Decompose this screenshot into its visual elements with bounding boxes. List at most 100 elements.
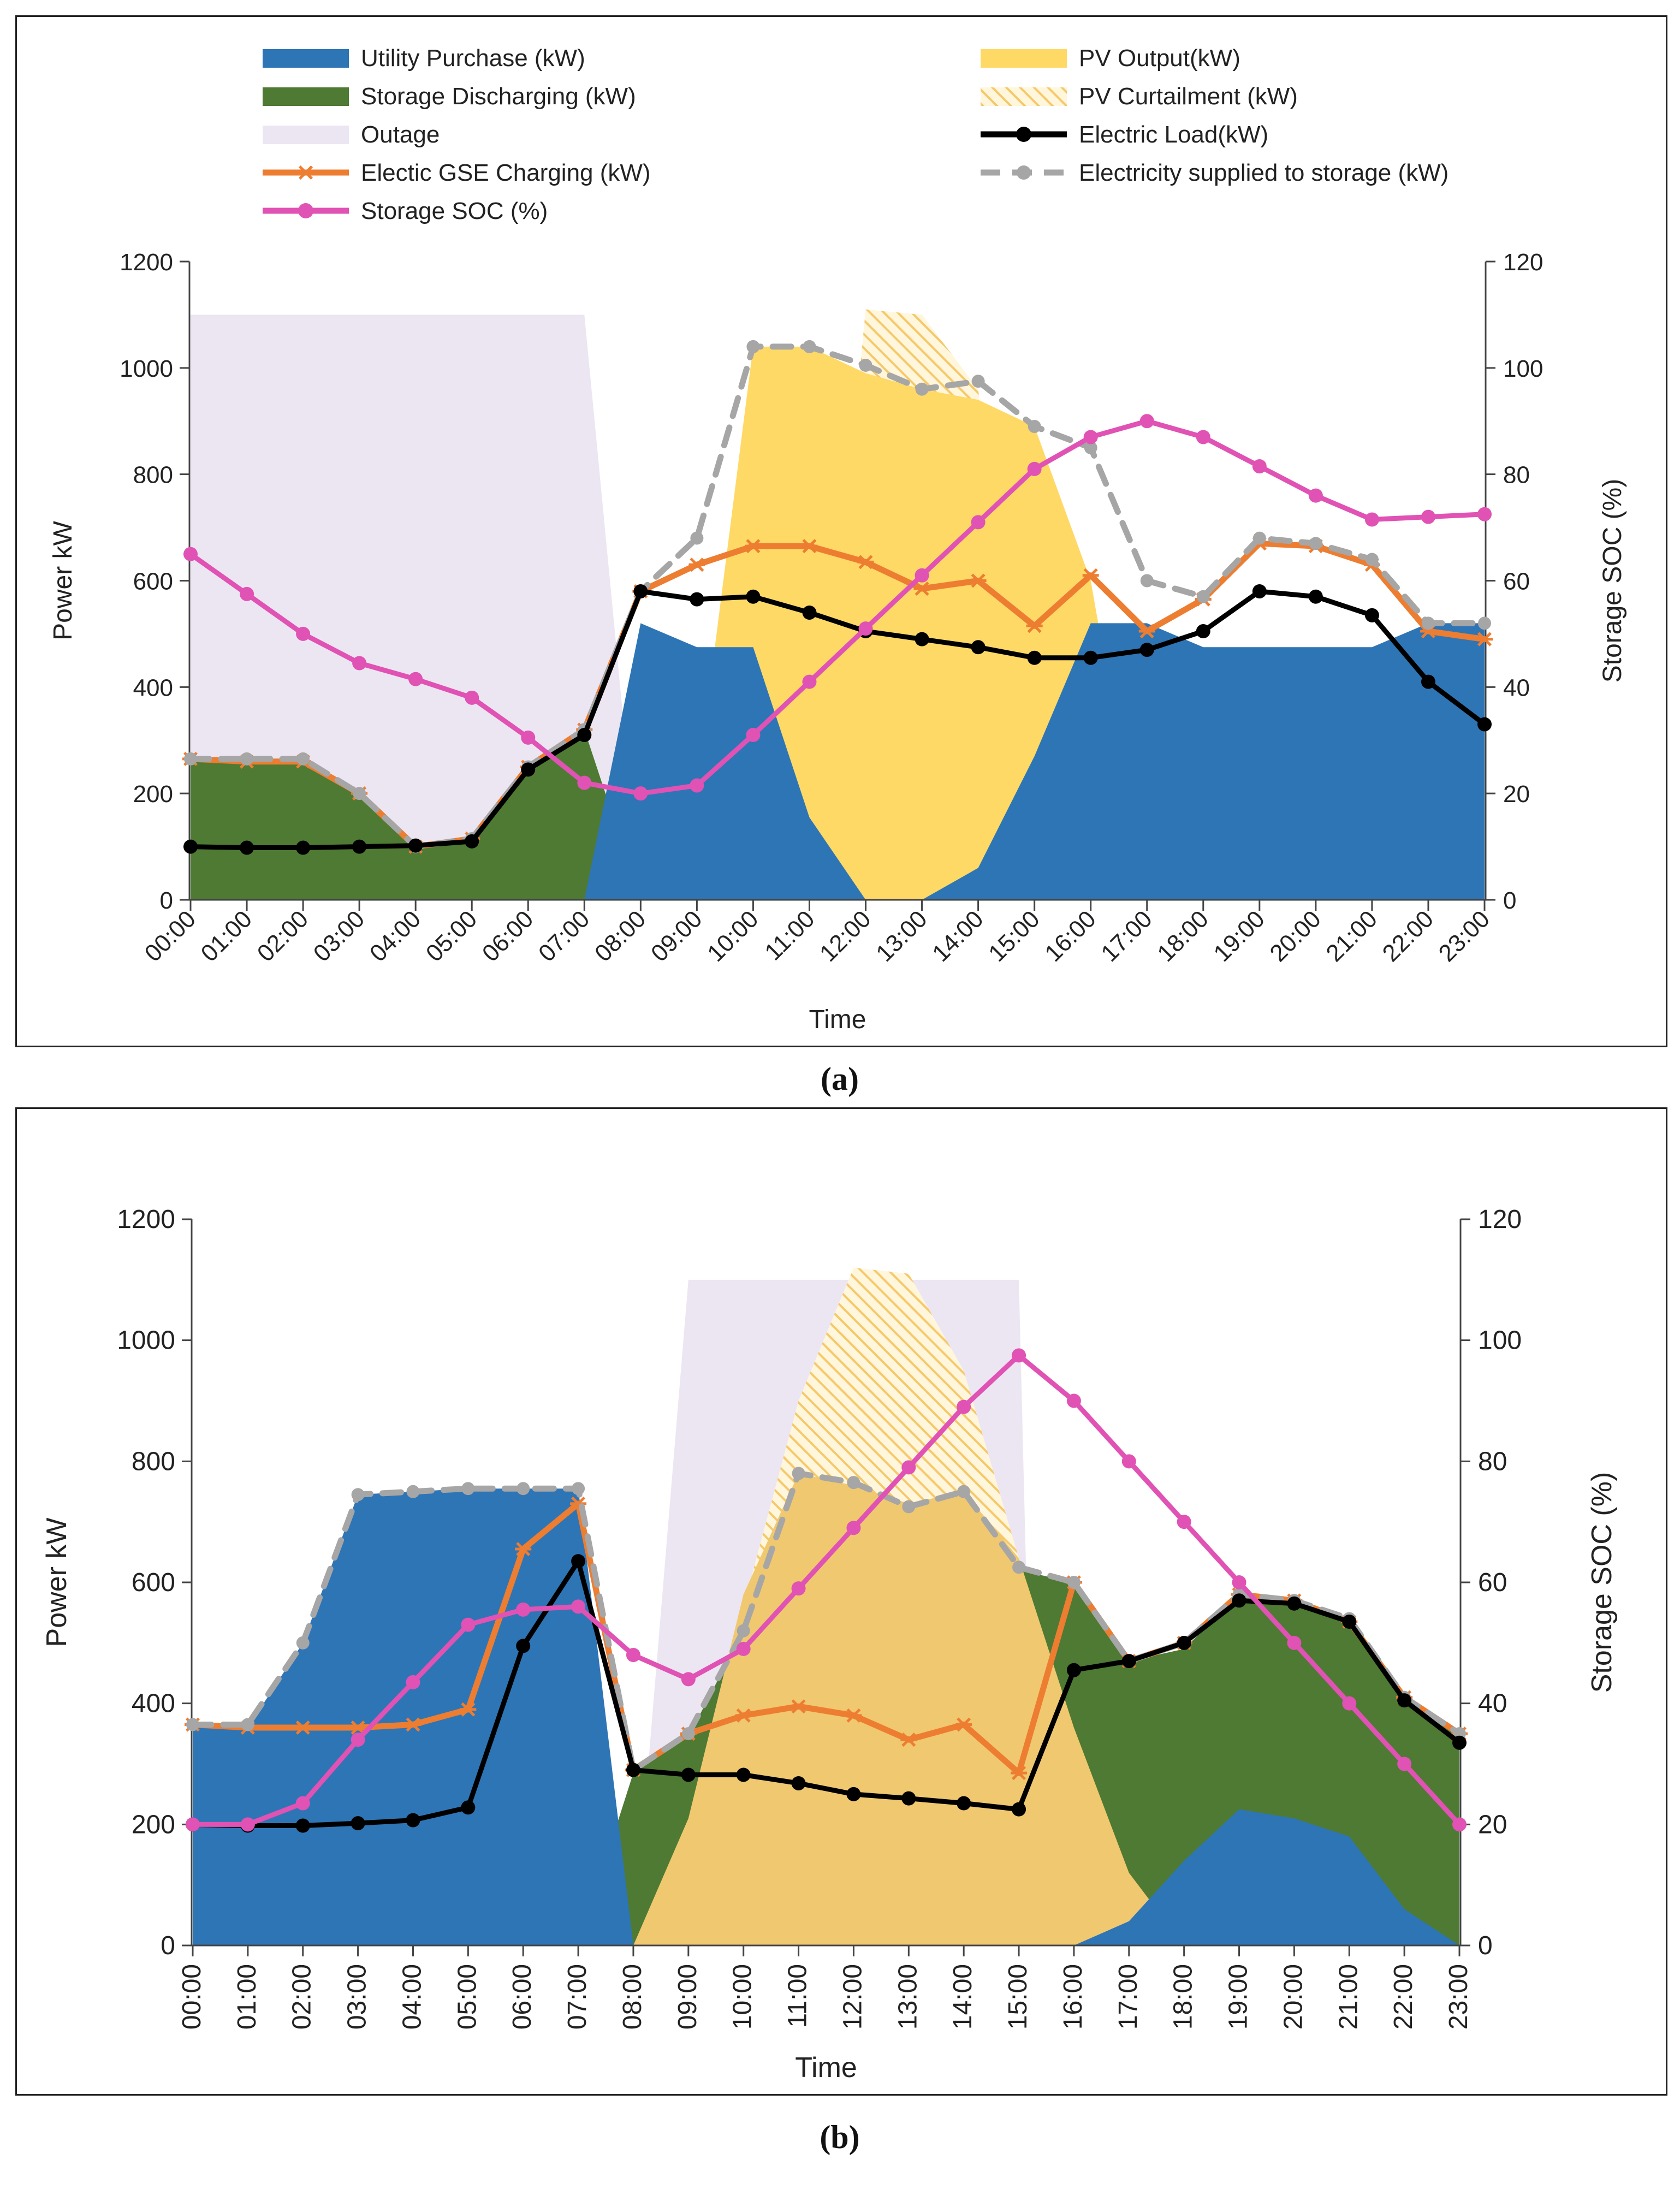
legend: Utility Purchase (kW) PV Output(kW) Storag… <box>263 45 1449 224</box>
gse-charging-point <box>955 1717 972 1732</box>
electric-load-point <box>571 1554 586 1569</box>
electric-load-point <box>406 1813 420 1828</box>
storage-soc-point <box>296 626 311 641</box>
legend-swatch <box>981 87 1067 106</box>
x-tick-label: 00:00 <box>177 1964 206 2030</box>
gse-charging-point <box>294 1720 311 1735</box>
gse-charging-point <box>460 1702 477 1717</box>
x-tick-label: 23:00 <box>1434 905 1495 967</box>
storage-supply-point <box>186 1718 199 1731</box>
y2-tick-label: 0 <box>1478 1931 1493 1960</box>
legend-label: Storage SOC (%) <box>361 198 548 224</box>
x-tick-label: 05:00 <box>421 905 483 967</box>
y2-tick-label: 60 <box>1478 1568 1507 1597</box>
y-tick-label: 1000 <box>120 355 173 382</box>
electric-load-point <box>791 1776 806 1790</box>
storage-soc-point <box>1364 512 1379 527</box>
storage-soc-point <box>1196 430 1210 444</box>
y2-tick-label: 20 <box>1478 1810 1507 1839</box>
gse-charging-point <box>1011 1766 1028 1781</box>
legend-label: Outage <box>361 121 440 148</box>
x-tick-label: 00:00 <box>140 905 201 967</box>
x-tick-label: 19:00 <box>1224 1964 1253 2030</box>
electric-load-point <box>690 592 704 607</box>
gse-charging-point <box>900 1733 917 1747</box>
x-tick-label: 03:00 <box>343 1964 372 2030</box>
electric-load-point <box>1196 624 1210 639</box>
storage-supply-point <box>1084 441 1097 454</box>
gse-charging-point <box>1082 568 1099 583</box>
storage-supply-point <box>572 1482 585 1496</box>
y2-tick-label: 80 <box>1478 1447 1507 1476</box>
y2-tick-label: 60 <box>1503 568 1530 595</box>
electric-load-point <box>1121 1654 1136 1669</box>
x-tick-label: 16:00 <box>1059 1964 1088 2030</box>
x-tick-label: 14:00 <box>948 1964 977 2030</box>
storage-supply-point <box>803 340 816 353</box>
storage-discharging-area <box>193 1570 1459 1945</box>
x-tick-label: 19:00 <box>1208 905 1270 967</box>
storage-supply-point <box>296 752 310 766</box>
storage-soc-point <box>858 621 873 636</box>
storage-supply-point <box>902 1500 916 1514</box>
x-tick-label: 07:00 <box>533 905 595 967</box>
electric-load-point <box>1477 717 1492 732</box>
y-tick-label: 800 <box>133 462 173 489</box>
x-tick-label: 12:00 <box>815 905 876 967</box>
y-tick-label: 400 <box>132 1689 175 1718</box>
electric-load-point <box>461 1800 476 1815</box>
legend-swatch <box>263 126 349 144</box>
gse-charging-point <box>857 555 874 569</box>
storage-supply-point <box>1421 616 1435 630</box>
y2-tick-label: 100 <box>1503 355 1543 382</box>
x-tick-label: 08:00 <box>590 905 651 967</box>
storage-supply-point <box>1478 616 1491 630</box>
storage-soc-point <box>971 515 986 530</box>
x-tick-label: 22:00 <box>1378 905 1439 967</box>
storage-supply-point <box>792 1467 805 1480</box>
storage-supply-point <box>1252 531 1266 545</box>
storage-supply-point <box>351 1488 365 1502</box>
x-tick-label: 04:00 <box>397 1964 426 2030</box>
y-tick-label: 800 <box>132 1447 175 1476</box>
gse-charging-point <box>970 573 987 588</box>
gse-charging-point <box>801 539 818 554</box>
caption-a: (a) <box>821 1061 859 1097</box>
electric-load-point <box>846 1787 861 1801</box>
electric-load-point <box>516 1639 531 1653</box>
electric-load-point <box>1177 1635 1191 1650</box>
legend-label: PV Curtailment (kW) <box>1079 83 1298 110</box>
y2-axis-title: Storage SOC (%) <box>1598 479 1627 683</box>
storage-soc-point <box>577 775 592 790</box>
y-tick-label: 1200 <box>117 1205 175 1234</box>
x-tick-label: 21:00 <box>1334 1964 1363 2030</box>
storage-supply-point <box>241 1718 254 1731</box>
storage-soc-point <box>957 1399 971 1414</box>
x-tick-label: 11:00 <box>759 905 820 965</box>
electric-load-point <box>1027 650 1042 665</box>
x-tick-label: 10:00 <box>702 905 764 967</box>
electric-load-point <box>1342 1615 1357 1629</box>
x-tick-label: 06:00 <box>477 905 539 967</box>
x-tick-label: 11:00 <box>783 1964 812 2028</box>
storage-soc-point <box>791 1581 806 1596</box>
y2-tick-label: 40 <box>1478 1689 1507 1718</box>
legend-item-gse: Electic GSE Charging (kW) <box>263 159 651 186</box>
storage-soc-point <box>802 674 817 689</box>
electric-load-point <box>1421 674 1435 689</box>
legend-item-outage: Outage <box>263 121 440 148</box>
storage-soc-point <box>240 1817 255 1832</box>
storage-soc-point <box>915 568 929 583</box>
gse-charging-point <box>913 582 930 596</box>
storage-soc-point <box>1027 461 1042 476</box>
x-tick-label: 16:00 <box>1040 905 1101 967</box>
storage-soc-point <box>521 730 536 745</box>
x-tick-label: 04:00 <box>365 905 426 967</box>
legend-label: PV Output(kW) <box>1079 45 1240 72</box>
storage-supply-point <box>240 752 254 766</box>
storage-soc-point <box>183 547 198 561</box>
gse-charging-point <box>745 539 762 554</box>
chart-a-svg: 0 200 400 600 800 1000 1200 0 20 40 60 80 100 120 00:0… <box>49 45 1627 1034</box>
storage-soc-point <box>690 778 704 793</box>
legend-item-storage_supply: Electricity supplied to storage (kW) <box>981 159 1449 186</box>
